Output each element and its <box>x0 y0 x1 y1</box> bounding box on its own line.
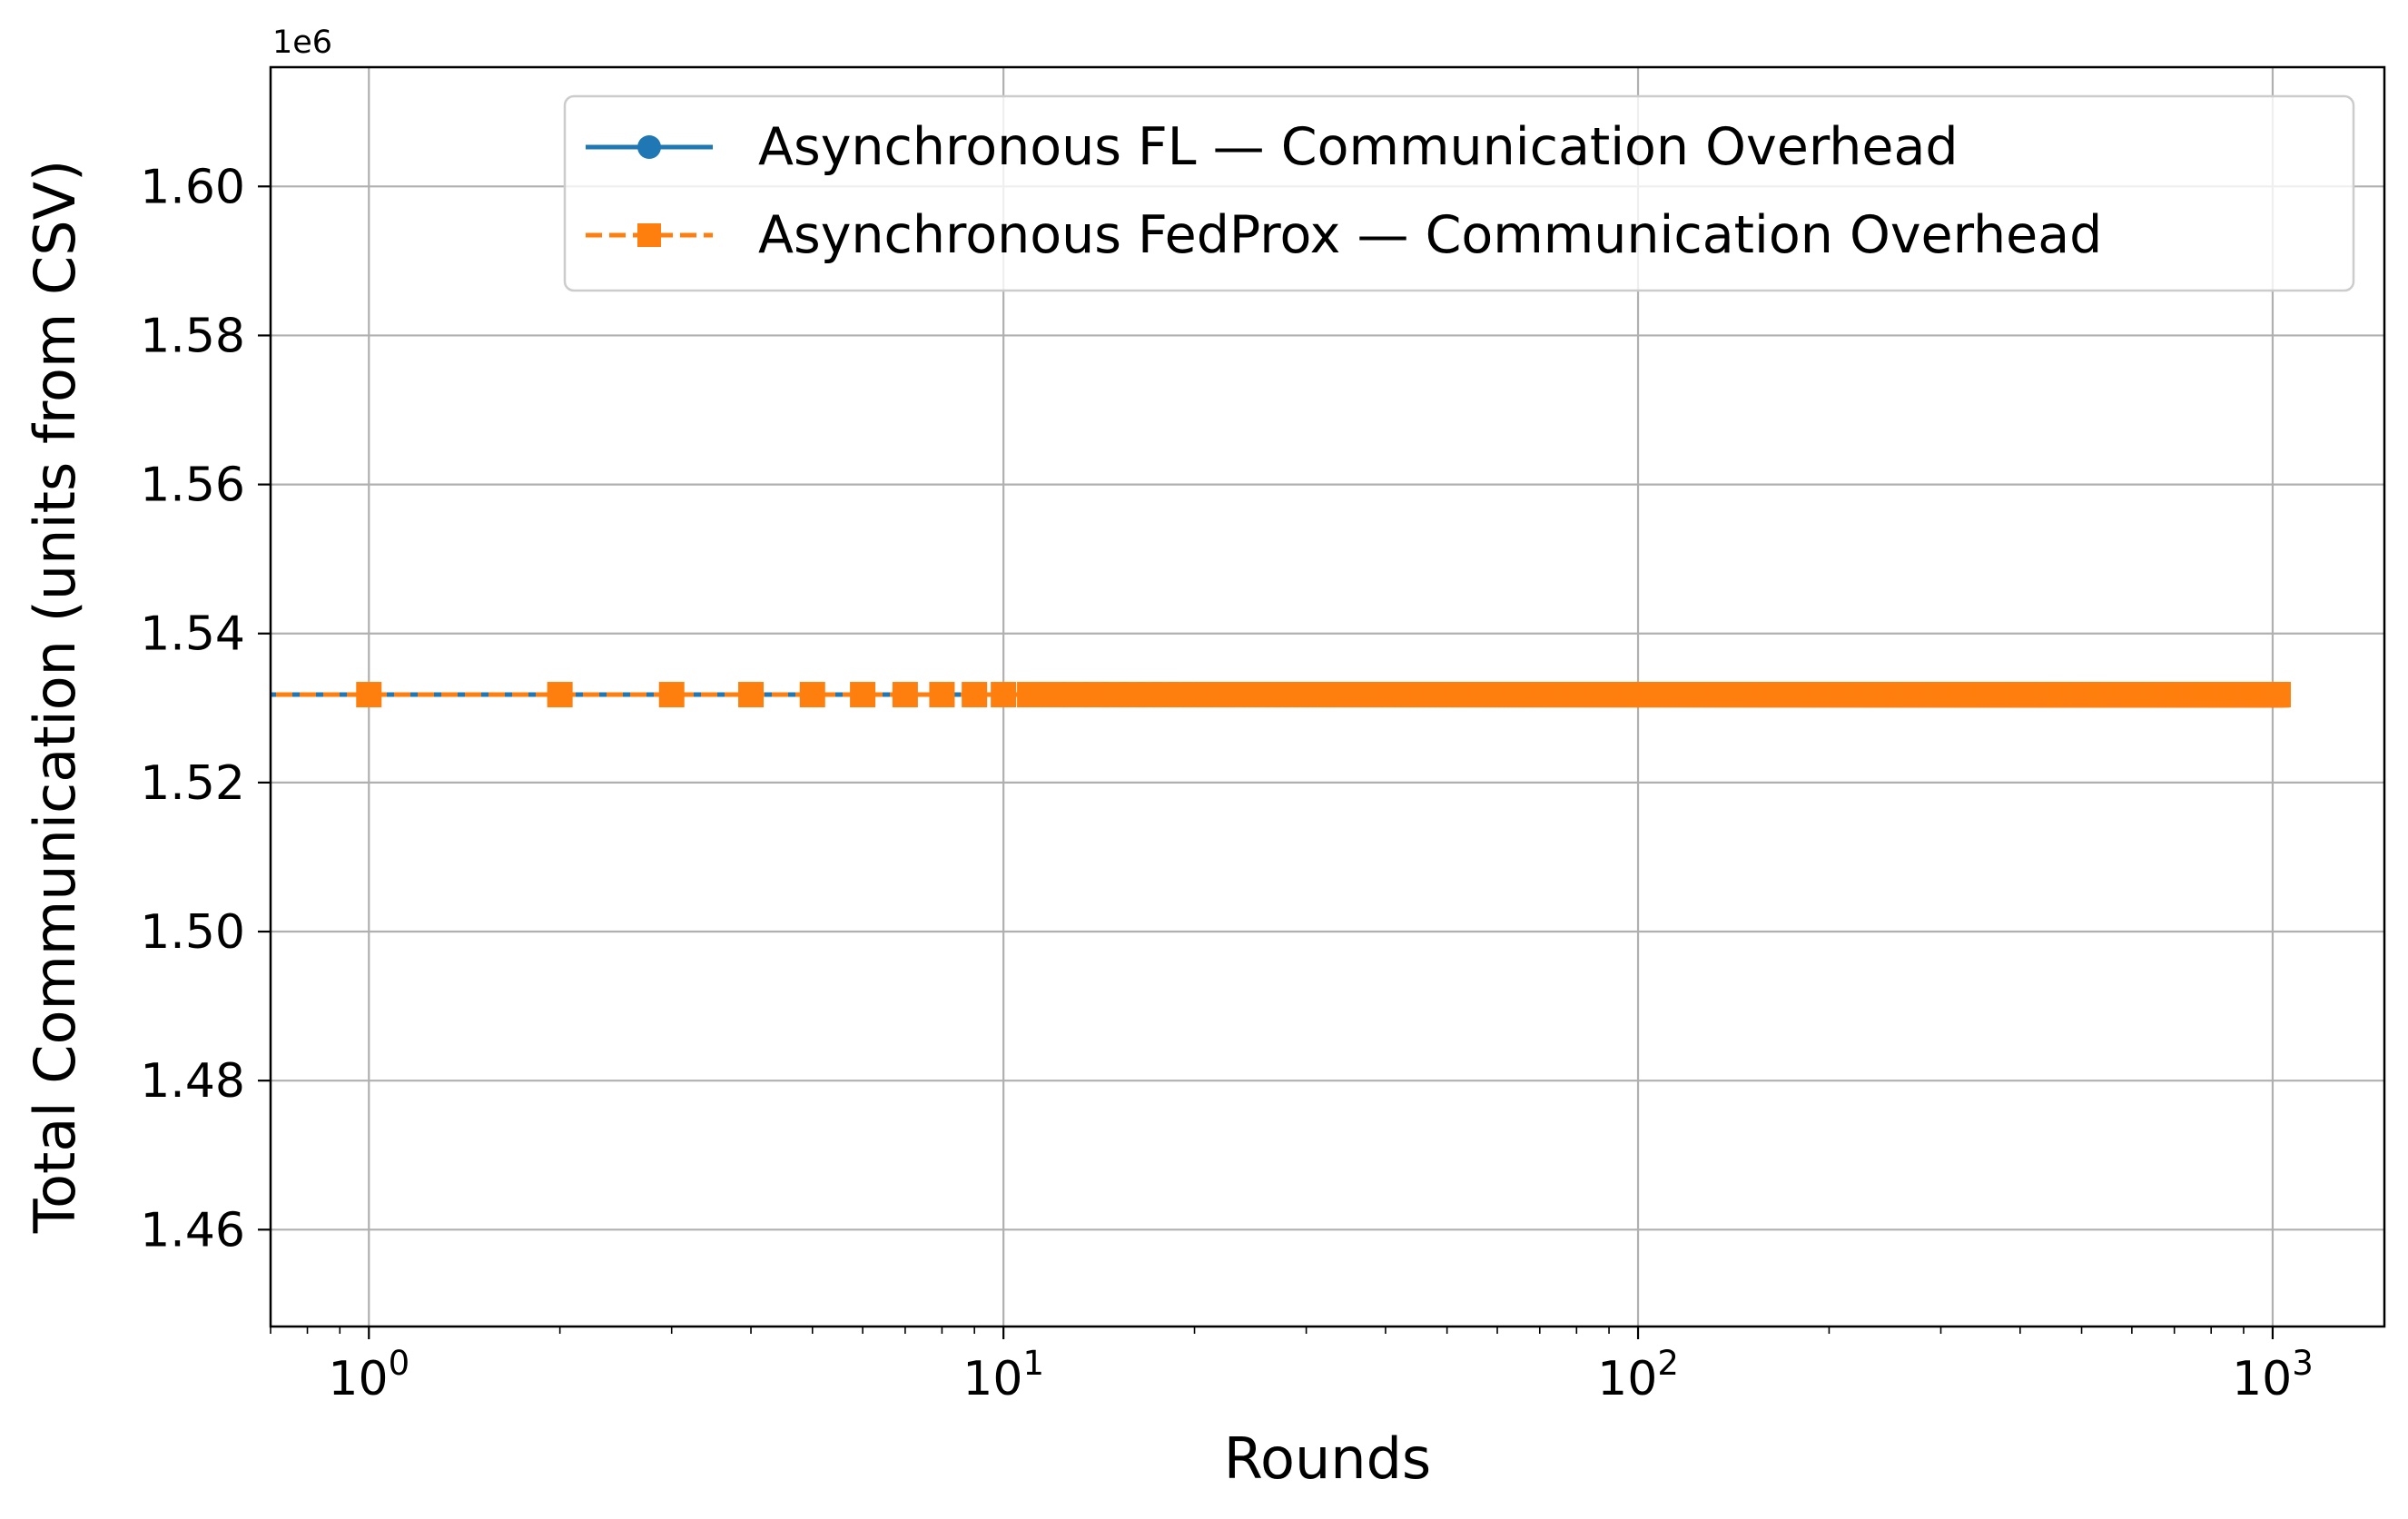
legend-label-fl: Asynchronous FL — Communication Overhead <box>758 117 1959 177</box>
data-point-fedprox <box>1041 682 1067 708</box>
x-tick-label: 100 <box>328 1344 410 1406</box>
y-tick-label: 1.56 <box>140 459 245 513</box>
x-tick-label: 103 <box>2232 1344 2314 1406</box>
y-tick-label: 1.54 <box>140 607 245 662</box>
x-tick-label: 101 <box>962 1344 1044 1406</box>
data-point-fedprox <box>738 682 765 708</box>
x-tick-label-exponent: 1 <box>1022 1344 1044 1383</box>
x-tick-label-exponent: 2 <box>1657 1344 1679 1383</box>
y-axis-ticks: 1.46 1.48 1.50 1.52 1.54 1.56 1.58 1.60 <box>140 160 271 1258</box>
data-point-fedprox <box>962 682 988 708</box>
x-tick-label-exponent: 3 <box>2292 1344 2314 1383</box>
y-axis-label: Total Communication (units from CSV) <box>22 160 88 1234</box>
y-tick-label: 1.50 <box>140 905 245 960</box>
plot-frame <box>269 65 2386 1328</box>
data-point-fedprox <box>892 682 918 708</box>
data-point-fedprox <box>658 682 685 708</box>
x-tick-label-base: 10 <box>1597 1352 1657 1406</box>
x-tick-label-base: 10 <box>2232 1352 2292 1406</box>
y-offset-label: 1e6 <box>272 25 332 61</box>
data-point-fedprox <box>356 682 382 708</box>
legend-marker-fedprox <box>637 223 661 247</box>
legend: Asynchronous FL — Communication Overhead… <box>563 94 2355 292</box>
data-point-fedprox <box>850 682 876 708</box>
data-point-fedprox <box>2265 682 2291 708</box>
x-tick-label-base: 10 <box>962 1352 1022 1406</box>
data-point-fedprox <box>547 682 573 708</box>
series-layer <box>271 682 2291 708</box>
x-tick-label: 102 <box>1597 1344 1679 1406</box>
data-point-fedprox <box>991 682 1017 708</box>
legend-marker-fl <box>637 135 661 159</box>
x-tick-label-base: 10 <box>328 1352 388 1406</box>
data-point-fedprox <box>1017 682 1043 708</box>
legend-box <box>563 94 2355 292</box>
x-axis-label: Rounds <box>1224 1425 1431 1492</box>
data-point-fedprox <box>799 682 825 708</box>
y-tick-label: 1.60 <box>140 160 245 214</box>
y-tick-label: 1.48 <box>140 1054 245 1109</box>
legend-label-fedprox: Asynchronous FedProx — Communication Ove… <box>758 205 2102 265</box>
x-axis-ticks: 100 101 102 103 <box>270 1327 2314 1406</box>
y-tick-label: 1.52 <box>140 756 245 811</box>
data-point-fedprox <box>929 682 955 708</box>
x-tick-label-exponent: 0 <box>389 1344 410 1383</box>
y-tick-label: 1.58 <box>140 309 245 363</box>
y-tick-label: 1.46 <box>140 1203 245 1258</box>
